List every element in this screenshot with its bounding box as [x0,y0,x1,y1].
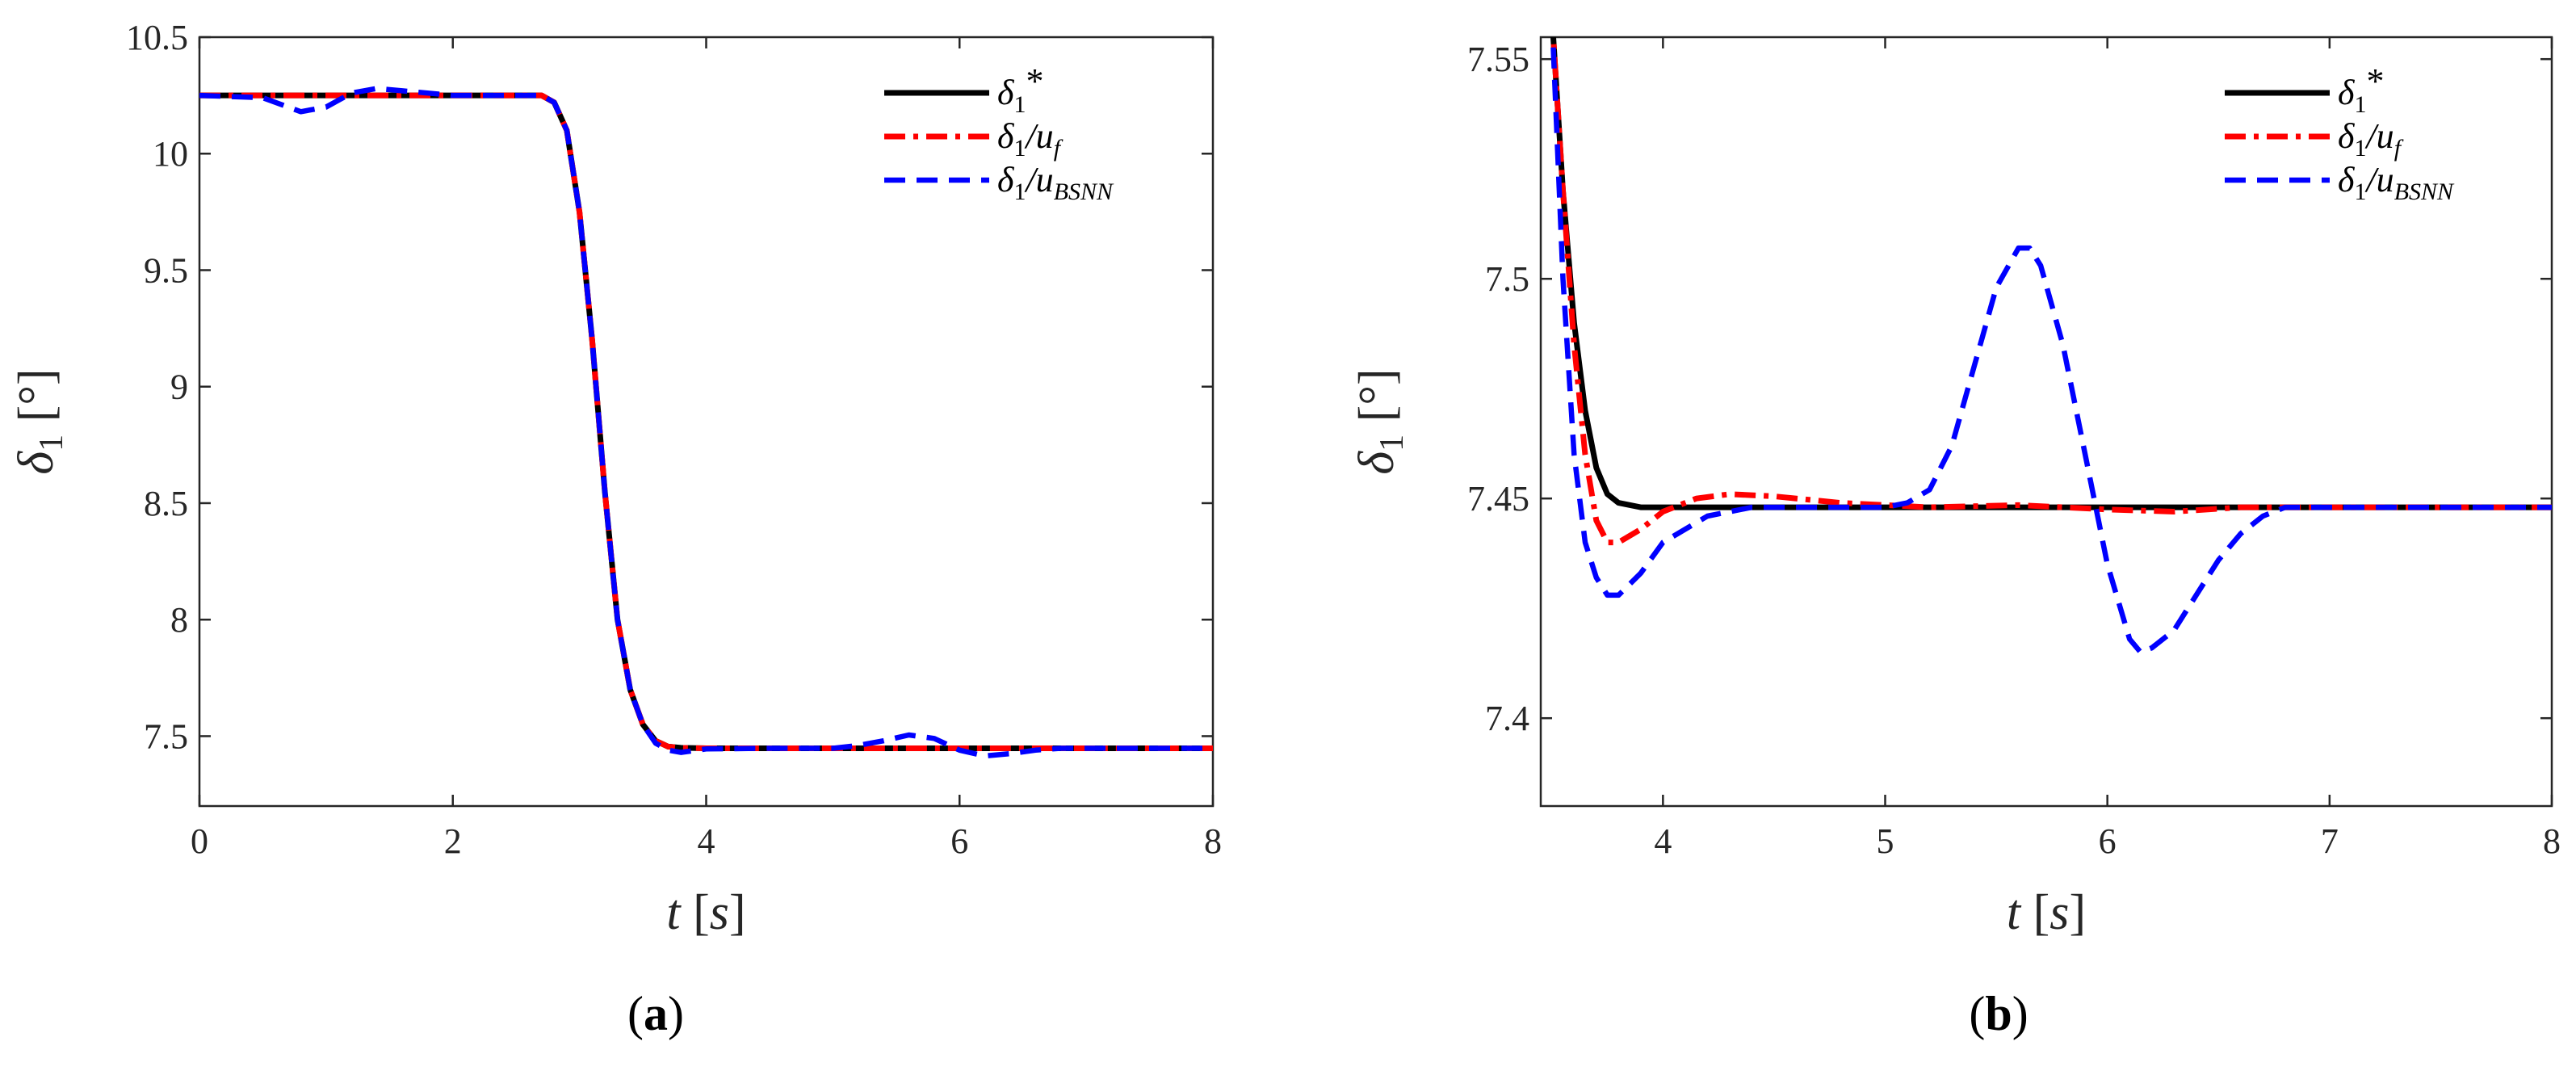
panel-caption: (b) [1969,987,2028,1040]
y-tick-label: 9 [170,367,188,407]
y-axis-label: δ1 [°] [9,368,70,474]
y-tick-label: 10 [153,134,188,174]
x-tick-label: 5 [1877,821,1894,861]
x-axis-label: t [s] [666,885,745,940]
x-tick-label: 7 [2321,821,2339,861]
x-axis-label: t [s] [2007,885,2086,940]
series-line [199,86,1213,759]
legend-label: δ1/uf [997,116,1064,162]
y-tick-label: 8.5 [144,484,188,523]
y-tick-label: 7.55 [1467,40,1529,79]
x-tick-label: 6 [950,821,968,861]
x-tick-label: 8 [1204,821,1222,861]
x-tick-label: 0 [191,821,208,861]
x-tick-label: 6 [2099,821,2117,861]
legend-label: δ1/uBSNN [2338,160,2455,205]
x-tick-label: 2 [444,821,462,861]
x-tick-label: 8 [2543,821,2561,861]
legend-label: δ1* [997,61,1043,118]
series-line [1550,37,2552,655]
legend-label: δ1* [2338,61,2384,118]
x-tick-label: 4 [1654,821,1672,861]
y-tick-label: 9.5 [144,250,188,290]
panel-caption: (a) [627,987,684,1040]
y-axis-label: δ1 [°] [1349,368,1411,474]
series-line [1550,37,2552,546]
y-tick-label: 7.5 [144,716,188,756]
x-tick-label: 4 [698,821,715,861]
legend-label: δ1/uBSNN [997,160,1114,205]
y-tick-label: 7.45 [1467,479,1529,519]
y-tick-label: 10.5 [126,18,188,57]
y-tick-label: 7.5 [1485,259,1529,299]
y-tick-label: 7.4 [1485,699,1529,738]
legend-label: δ1/uf [2338,116,2404,162]
plot-area [1539,36,2553,808]
y-tick-label: 8 [170,600,188,640]
plot-area [198,36,1215,808]
